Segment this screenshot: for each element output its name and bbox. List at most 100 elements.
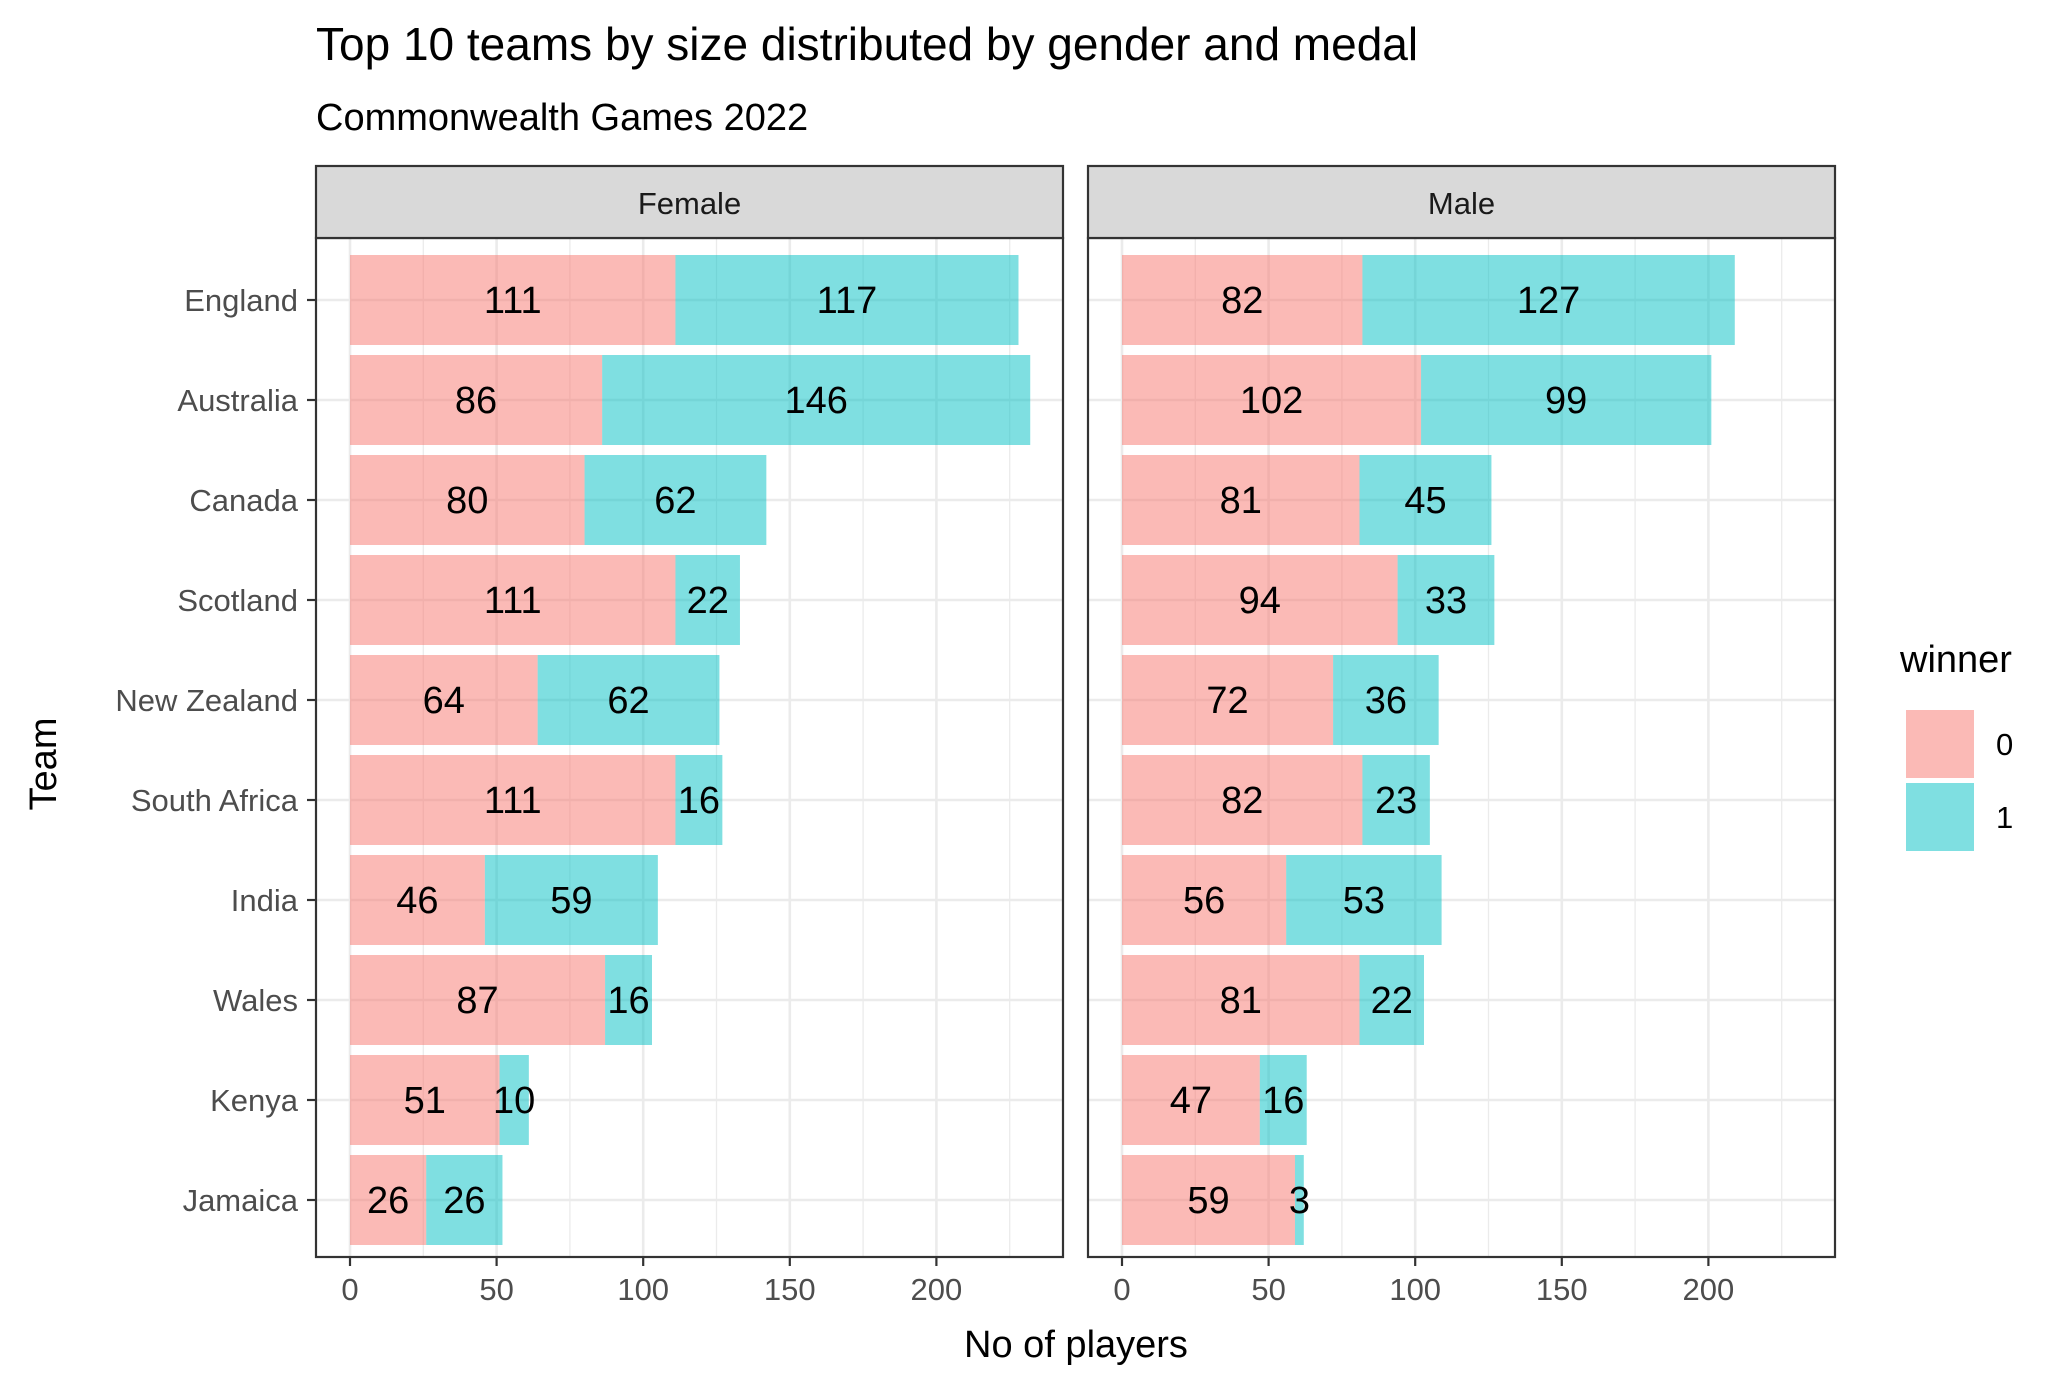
bar-label-female-kenya-winner-0: 51 bbox=[404, 1080, 446, 1122]
bar-label-male-south-africa-winner-1: 23 bbox=[1375, 780, 1417, 822]
bar-female-australia-winner-0 bbox=[350, 355, 603, 445]
bar-label-male-wales-winner-0: 81 bbox=[1220, 980, 1262, 1022]
bar-label-male-india-winner-1: 53 bbox=[1343, 880, 1385, 922]
bar-male-england-winner-0 bbox=[1122, 255, 1363, 345]
bar-label-female-england-winner-0: 111 bbox=[484, 280, 542, 322]
bar-label-male-scotland-winner-1: 33 bbox=[1425, 580, 1467, 622]
bar-label-male-kenya-winner-0: 47 bbox=[1170, 1080, 1212, 1122]
y-tick-label-kenya: Kenya bbox=[210, 1083, 299, 1118]
legend-title: winner bbox=[1899, 639, 2012, 681]
bar-male-scotland-winner-0 bbox=[1122, 555, 1398, 645]
bar-label-female-india-winner-0: 46 bbox=[396, 880, 438, 922]
bar-male-jamaica-winner-0 bbox=[1122, 1155, 1295, 1245]
bar-female-india-winner-1 bbox=[484, 855, 658, 945]
bar-male-canada-winner-1 bbox=[1359, 455, 1492, 545]
bar-female-scotland-winner-1 bbox=[675, 555, 740, 645]
bar-male-new-zealand-winner-1 bbox=[1333, 655, 1439, 745]
bar-label-male-australia-winner-0: 102 bbox=[1240, 380, 1303, 422]
bar-label-male-wales-winner-1: 22 bbox=[1371, 980, 1413, 1022]
bar-label-male-jamaica-winner-0: 59 bbox=[1187, 1180, 1229, 1222]
bar-female-england-winner-0 bbox=[350, 255, 676, 345]
bar-female-england-winner-1 bbox=[675, 255, 1019, 345]
bar-female-wales-winner-1 bbox=[605, 955, 652, 1045]
x-tick-label-female: 200 bbox=[911, 1272, 963, 1307]
x-axis-title: No of players bbox=[964, 1324, 1188, 1366]
legend-key-1 bbox=[1906, 783, 1974, 851]
x-tick-label-male: 150 bbox=[1536, 1272, 1588, 1307]
legend-key-0 bbox=[1906, 710, 1974, 778]
bar-label-female-south-africa-winner-0: 111 bbox=[484, 780, 542, 822]
bar-male-south-africa-winner-1 bbox=[1362, 755, 1430, 845]
bar-label-female-wales-winner-1: 16 bbox=[607, 980, 649, 1022]
bar-female-kenya-winner-1 bbox=[499, 1055, 529, 1145]
bar-label-female-canada-winner-1: 62 bbox=[654, 480, 696, 522]
bar-label-male-jamaica-winner-1: 3 bbox=[1289, 1180, 1310, 1222]
bar-male-wales-winner-0 bbox=[1122, 955, 1360, 1045]
y-tick-label-australia: Australia bbox=[177, 383, 298, 418]
bar-label-male-canada-winner-0: 81 bbox=[1220, 480, 1262, 522]
bar-male-kenya-winner-1 bbox=[1259, 1055, 1307, 1145]
x-tick-label-male: 200 bbox=[1683, 1272, 1735, 1307]
strip-label-female: Female bbox=[638, 186, 741, 221]
bar-label-female-jamaica-winner-0: 26 bbox=[367, 1180, 409, 1222]
bar-label-male-india-winner-0: 56 bbox=[1183, 880, 1225, 922]
bar-female-india-winner-0 bbox=[350, 855, 485, 945]
bar-female-kenya-winner-0 bbox=[350, 1055, 500, 1145]
x-tick-label-male: 50 bbox=[1251, 1272, 1285, 1307]
bar-label-female-canada-winner-0: 80 bbox=[446, 480, 488, 522]
y-tick-label-new-zealand: New Zealand bbox=[115, 683, 298, 718]
bar-female-canada-winner-0 bbox=[350, 455, 585, 545]
bar-label-female-jamaica-winner-1: 26 bbox=[443, 1180, 485, 1222]
strip-label-male: Male bbox=[1428, 186, 1495, 221]
bar-male-new-zealand-winner-0 bbox=[1122, 655, 1334, 745]
bar-female-wales-winner-0 bbox=[350, 955, 606, 1045]
bar-male-south-africa-winner-0 bbox=[1122, 755, 1363, 845]
y-tick-label-canada: Canada bbox=[189, 483, 298, 518]
bar-male-scotland-winner-1 bbox=[1397, 555, 1495, 645]
bar-label-female-kenya-winner-1: 10 bbox=[493, 1080, 535, 1122]
bar-label-female-scotland-winner-1: 22 bbox=[687, 580, 729, 622]
bar-male-australia-winner-1 bbox=[1421, 355, 1712, 445]
legend-label-0: 0 bbox=[1996, 727, 2013, 762]
bar-label-female-australia-winner-0: 86 bbox=[455, 380, 497, 422]
bar-label-male-canada-winner-1: 45 bbox=[1404, 480, 1446, 522]
y-tick-label-jamaica: Jamaica bbox=[183, 1183, 299, 1218]
bar-female-australia-winner-1 bbox=[602, 355, 1031, 445]
legend-label-1: 1 bbox=[1996, 800, 2013, 835]
bar-label-male-south-africa-winner-0: 82 bbox=[1221, 780, 1263, 822]
bar-male-wales-winner-1 bbox=[1359, 955, 1424, 1045]
x-tick-label-male: 100 bbox=[1389, 1272, 1441, 1307]
bar-label-female-australia-winner-1: 146 bbox=[784, 380, 847, 422]
chart-title: Top 10 teams by size distributed by gend… bbox=[316, 18, 1418, 70]
bar-label-male-england-winner-0: 82 bbox=[1221, 280, 1263, 322]
bar-label-female-south-africa-winner-1: 16 bbox=[678, 780, 720, 822]
bar-label-male-new-zealand-winner-0: 72 bbox=[1206, 680, 1248, 722]
bar-label-female-scotland-winner-0: 111 bbox=[484, 580, 542, 622]
bar-label-male-scotland-winner-0: 94 bbox=[1239, 580, 1281, 622]
bar-label-female-new-zealand-winner-1: 62 bbox=[607, 680, 649, 722]
chart-subtitle: Commonwealth Games 2022 bbox=[316, 97, 808, 139]
bar-female-south-africa-winner-1 bbox=[675, 755, 723, 845]
x-tick-label-female: 0 bbox=[341, 1272, 358, 1307]
x-tick-label-female: 100 bbox=[617, 1272, 669, 1307]
bar-male-kenya-winner-0 bbox=[1122, 1055, 1260, 1145]
bar-male-jamaica-winner-1 bbox=[1294, 1155, 1304, 1245]
bar-male-canada-winner-0 bbox=[1122, 455, 1360, 545]
y-tick-label-india: India bbox=[231, 883, 299, 918]
bar-male-australia-winner-0 bbox=[1122, 355, 1422, 445]
bar-male-england-winner-1 bbox=[1362, 255, 1735, 345]
bar-label-female-new-zealand-winner-0: 64 bbox=[423, 680, 465, 722]
bar-label-male-new-zealand-winner-1: 36 bbox=[1365, 680, 1407, 722]
bar-female-south-africa-winner-0 bbox=[350, 755, 676, 845]
strip-male bbox=[1086, 164, 1837, 240]
bar-label-female-india-winner-1: 59 bbox=[550, 880, 592, 922]
bar-female-new-zealand-winner-0 bbox=[350, 655, 538, 745]
y-tick-label-england: England bbox=[184, 283, 298, 318]
y-tick-label-wales: Wales bbox=[213, 983, 298, 1018]
legend: winner 0 1 bbox=[1899, 639, 2013, 851]
bar-label-male-england-winner-1: 127 bbox=[1517, 280, 1580, 322]
y-tick-label-scotland: Scotland bbox=[177, 583, 298, 618]
x-tick-label-female: 50 bbox=[479, 1272, 513, 1307]
